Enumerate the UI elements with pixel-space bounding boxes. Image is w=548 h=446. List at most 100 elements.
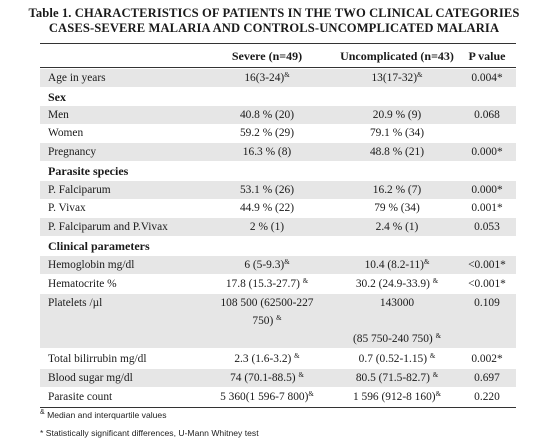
table-row: P. Vivax 44.9 % (22) 79 % (34) 0.001*: [40, 199, 516, 217]
row-label: Men: [48, 109, 69, 121]
uncomplicated-cell-line-1: 143000: [379, 297, 415, 309]
severe-cell: 74 (70.1-88.5) &: [200, 369, 334, 387]
uncomplicated-cell: 16.2 % (7): [372, 184, 422, 196]
caption-line-1: Table 1. CHARACTERISTICS OF PATIENTS IN …: [28, 6, 520, 20]
footnote-mark: &: [276, 314, 282, 322]
footnote-significance: * Statistically significant differences,…: [40, 428, 259, 438]
row-label: P. Falciparum: [48, 184, 111, 196]
table-row: Parasite count 5 360(1 596-7 800)& 1 596…: [40, 388, 516, 406]
footnote-mark: &: [284, 71, 290, 79]
header-bottom-rule: [40, 67, 516, 68]
section-row-sex: Sex: [40, 88, 516, 106]
row-label: Hemoglobin mg/dl: [48, 259, 135, 271]
footnote-mark: &: [432, 371, 439, 379]
row-label: P. Falciparum and P.Vivax: [48, 221, 168, 233]
section-label: Sex: [48, 90, 66, 104]
severe-cell-line-2: 750) &: [200, 312, 334, 330]
table-top-rule: [40, 43, 516, 44]
footnote-text: Statistically significant differences, U…: [45, 428, 259, 438]
uncomplicated-cell: 2.4 % (1): [375, 221, 419, 233]
value: 2.3 (1.6-3.2): [234, 353, 292, 365]
uncomplicated-cell: 79 % (34): [374, 202, 420, 214]
footnote-mark: &: [294, 352, 300, 360]
row-label: Age in years: [48, 72, 106, 84]
table-row-platelets: Platelets /µl 108 500 (62500-227 750) & …: [40, 294, 516, 348]
uncomplicated-cell-line-2: (85 750-240 750) &: [336, 330, 458, 348]
value: 13(17-32): [371, 72, 418, 84]
p-value-cell: <0.001*: [468, 278, 506, 290]
table-row: P. Falciparum 53.1 % (26) 16.2 % (7) 0.0…: [40, 181, 516, 199]
value: 30.2 (24.9-33.9): [355, 278, 430, 290]
row-label: Parasite count: [48, 391, 113, 403]
uncomplicated-cell: 79.1 % (34): [369, 127, 425, 139]
footnote-mark: &: [423, 258, 430, 266]
section-label: Parasite species: [48, 164, 129, 178]
p-value-cell: 0.000*: [471, 184, 503, 196]
uncomplicated-cell: 10.4 (8.2-11)&: [336, 256, 458, 274]
row-label: Pregnancy: [48, 146, 97, 158]
caption-line-2: CASES-SEVERE MALARIA AND CONTROLS-UNCOMP…: [48, 21, 500, 35]
value: (85 750-240 750): [352, 333, 433, 345]
severe-cell: 17.8 (15.3-27.7) &: [200, 275, 334, 293]
value: 80.5 (71.5-82.7): [355, 372, 430, 384]
value: 74 (70.1-88.5): [230, 372, 296, 384]
severe-cell: 6 (5-9.3)&: [200, 256, 334, 274]
row-label: Women: [48, 127, 84, 139]
uncomplicated-cell: 30.2 (24.9-33.9) &: [336, 275, 458, 293]
severe-cell: 16(3-24)&: [200, 69, 334, 87]
footnote-median: & Median and interquartile values: [40, 409, 167, 420]
value: 10.4 (8.2-11): [364, 259, 424, 271]
value: 17.8 (15.3-27.7): [225, 278, 300, 290]
value: 5 360(1 596-7 800): [220, 391, 309, 403]
p-value-cell: 0.697: [474, 372, 500, 384]
table-row: Men 40.8 % (20) 20.9 % (9) 0.068: [40, 106, 516, 124]
table-row: Blood sugar mg/dl 74 (70.1-88.5) & 80.5 …: [40, 369, 516, 387]
uncomplicated-cell: 0.7 (0.52-1.15) &: [336, 350, 458, 368]
p-value-cell: 0.001*: [471, 202, 503, 214]
section-row-clinical: Clinical parameters: [40, 237, 516, 255]
table-row: Hematocrite % 17.8 (15.3-27.7) & 30.2 (2…: [40, 275, 516, 293]
value: 6 (5-9.3): [244, 259, 285, 271]
p-value-cell: <0.001*: [468, 259, 506, 271]
p-value-cell: 0.220: [474, 391, 500, 403]
severe-cell: 2.3 (1.6-3.2) &: [200, 350, 334, 368]
uncomplicated-cell: 48.8 % (21): [369, 146, 425, 158]
value: 16(3-24): [244, 72, 285, 84]
severe-cell: 44.9 % (22): [239, 202, 295, 214]
table-row: Total bilirrubin mg/dl 2.3 (1.6-3.2) & 0…: [40, 350, 516, 368]
value: 750): [252, 315, 274, 327]
p-value-cell: 0.000*: [471, 146, 503, 158]
footnote-mark: &: [417, 71, 423, 79]
severe-cell: 59.2 % (29): [239, 127, 295, 139]
severe-cell: 53.1 % (26): [239, 184, 295, 196]
severe-cell: 40.8 % (20): [239, 109, 295, 121]
footnote-mark: &: [435, 390, 442, 398]
table-bottom-rule: [40, 407, 516, 408]
row-label: Total bilirrubin mg/dl: [48, 353, 147, 365]
severe-cell: 2 % (1): [249, 221, 285, 233]
p-value-cell: 0.068: [474, 109, 500, 121]
p-value-cell: 0.002*: [471, 353, 503, 365]
p-value-cell: 0.004*: [471, 72, 503, 84]
row-label: Blood sugar mg/dl: [48, 372, 133, 384]
table-row: Women 59.2 % (29) 79.1 % (34): [40, 124, 516, 142]
header-p-value: P value: [468, 49, 506, 63]
p-value-cell: 0.053: [474, 221, 500, 233]
severe-cell: 16.3 % (8): [242, 146, 292, 158]
table-header-row: Severe (n=49) Uncomplicated (n=43) P val…: [40, 47, 516, 65]
severe-cell: 5 360(1 596-7 800)&: [200, 388, 334, 406]
section-label: Clinical parameters: [48, 239, 150, 253]
table-row: Hemoglobin mg/dl 6 (5-9.3)& 10.4 (8.2-11…: [40, 256, 516, 274]
uncomplicated-cell: 20.9 % (9): [372, 109, 422, 121]
footnote-mark: &: [284, 258, 290, 266]
p-value-cell: 0.109: [474, 297, 500, 309]
table-row: Age in years 16(3-24)& 13(17-32)& 0.004*: [40, 69, 516, 87]
uncomplicated-cell: 1 596 (912-8 160)&: [336, 388, 458, 406]
footnote-text: Median and interquartile values: [47, 410, 167, 420]
section-row-species: Parasite species: [40, 162, 516, 180]
row-label: Hematocrite %: [48, 278, 117, 290]
footnote-mark: &: [40, 409, 45, 416]
footnote-mark: &: [432, 277, 439, 285]
uncomplicated-cell: 13(17-32)&: [336, 69, 458, 87]
header-uncomplicated: Uncomplicated (n=43): [340, 49, 454, 63]
